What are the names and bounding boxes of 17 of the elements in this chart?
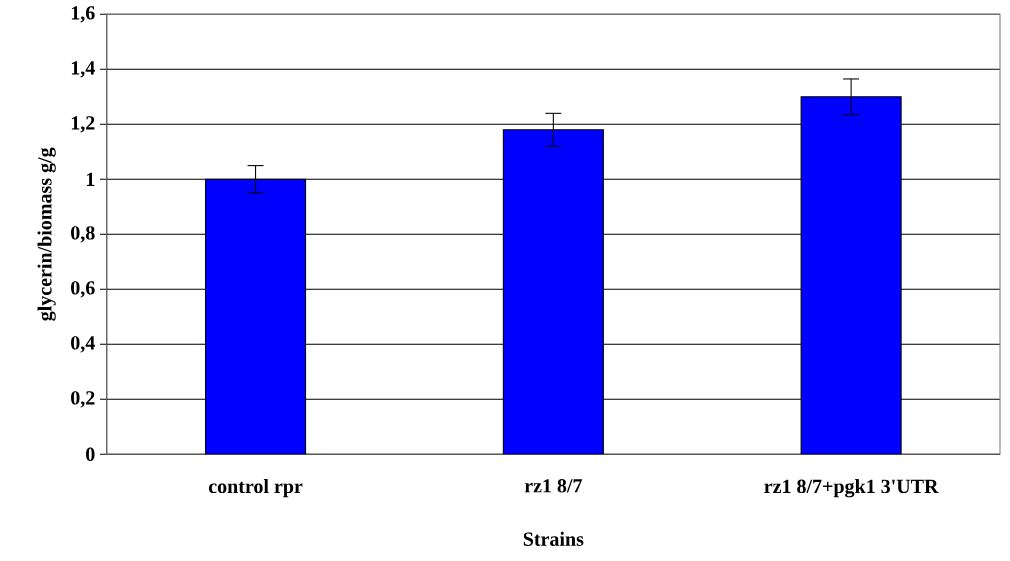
bar bbox=[502, 129, 604, 455]
bar bbox=[205, 178, 307, 455]
x-axis-title: Strains bbox=[523, 531, 584, 546]
y-tick-label: 0,8 bbox=[71, 226, 95, 243]
x-tick-label: rz1 8/7+pgk1 3'UTR bbox=[764, 479, 939, 498]
y-tick-label: 0 bbox=[86, 447, 95, 462]
y-tick-label: 0,6 bbox=[71, 281, 95, 298]
y-tick-label: 1,2 bbox=[71, 116, 95, 133]
bar bbox=[800, 96, 902, 455]
y-axis-title: glycerin/biomass g/g bbox=[37, 147, 56, 321]
y-tick-label: 0,4 bbox=[71, 336, 95, 353]
y-tick-label: 1,6 bbox=[71, 6, 95, 23]
y-tick-label: 0,2 bbox=[71, 391, 95, 408]
y-tick-label: 1,4 bbox=[71, 61, 95, 78]
x-tick-label: control rpr bbox=[208, 479, 303, 498]
y-tick-label: 1 bbox=[86, 172, 95, 186]
x-tick-label: rz1 8/7 bbox=[524, 479, 582, 493]
